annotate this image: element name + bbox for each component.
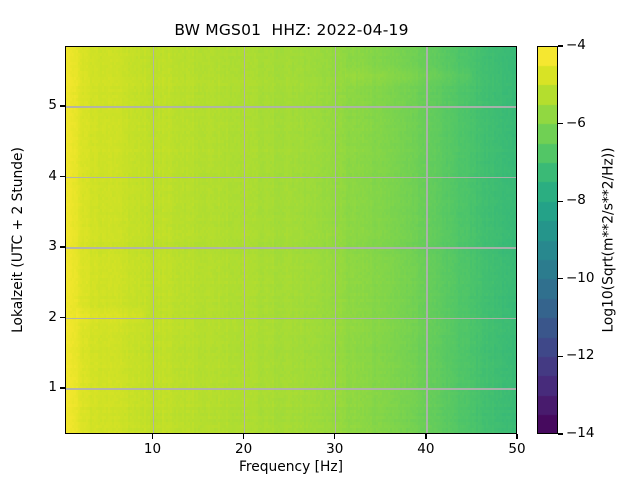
gridline-horizontal — [66, 388, 516, 390]
x-tick-mark — [242, 434, 245, 439]
colorbar-tick-label: −12 — [566, 347, 595, 364]
gridline-vertical — [243, 47, 246, 433]
x-tick-mark — [151, 434, 154, 439]
x-tick-label: 30 — [326, 441, 344, 457]
y-tick-label: 2 — [48, 308, 57, 325]
y-tick-label: 5 — [48, 96, 57, 113]
spectrogram-image — [66, 47, 516, 433]
colorbar-tick-label: −10 — [566, 269, 595, 286]
x-tick-label: 20 — [235, 441, 253, 457]
y-tick-label: 4 — [48, 167, 57, 184]
y-tick-mark — [60, 387, 65, 389]
colorbar-tick-label: −4 — [566, 37, 586, 53]
spectrogram-axes[interactable] — [65, 46, 517, 434]
gridline-horizontal — [66, 247, 516, 249]
x-tick-label: 10 — [143, 441, 162, 457]
x-tick-mark — [425, 434, 427, 439]
x-tick-mark — [334, 434, 336, 439]
colorbar-tick-mark — [558, 200, 563, 202]
y-tick-mark — [60, 105, 65, 107]
y-tick-mark — [60, 175, 65, 178]
colorbar-label: Log10(Sqrt(m**2/s**2/Hz)) — [600, 46, 618, 434]
y-tick-mark — [60, 246, 65, 248]
x-axis-label: Frequency [Hz] — [238, 459, 344, 475]
colorbar-tick-label: −8 — [566, 192, 586, 209]
colorbar-tick-mark — [558, 122, 563, 125]
colorbar-tick-label: −14 — [566, 425, 595, 441]
colorbar-tick-mark — [558, 45, 563, 47]
colorbar-tick-mark — [558, 278, 563, 280]
colorbar-tick-label: −6 — [566, 114, 586, 131]
page-title: BW MGS01 HHZ: 2022-04-19 — [174, 21, 409, 39]
gridline-horizontal — [66, 106, 516, 108]
y-tick-label: 3 — [48, 238, 57, 255]
colorbar-label-text: Log10(Sqrt(m**2/s**2/Hz)) — [601, 147, 617, 333]
x-tick-label: 50 — [508, 441, 526, 457]
colorbar-gradient — [538, 47, 557, 433]
colorbar[interactable] — [537, 46, 558, 434]
gridline-vertical — [152, 47, 155, 433]
colorbar-tick-mark — [558, 433, 563, 435]
x-tick-mark — [516, 434, 518, 439]
y-tick-label: 1 — [48, 379, 57, 396]
gridline-horizontal — [66, 317, 516, 320]
y-tick-mark — [60, 316, 65, 319]
gridline-horizontal — [66, 176, 516, 179]
y-axis-label-text: Lokalzeit (UTC + 2 Stunde) — [10, 147, 27, 333]
gridline-vertical — [426, 47, 428, 433]
x-tick-label: 40 — [417, 441, 435, 457]
colorbar-tick-mark — [558, 355, 563, 358]
gridline-vertical — [335, 47, 337, 433]
